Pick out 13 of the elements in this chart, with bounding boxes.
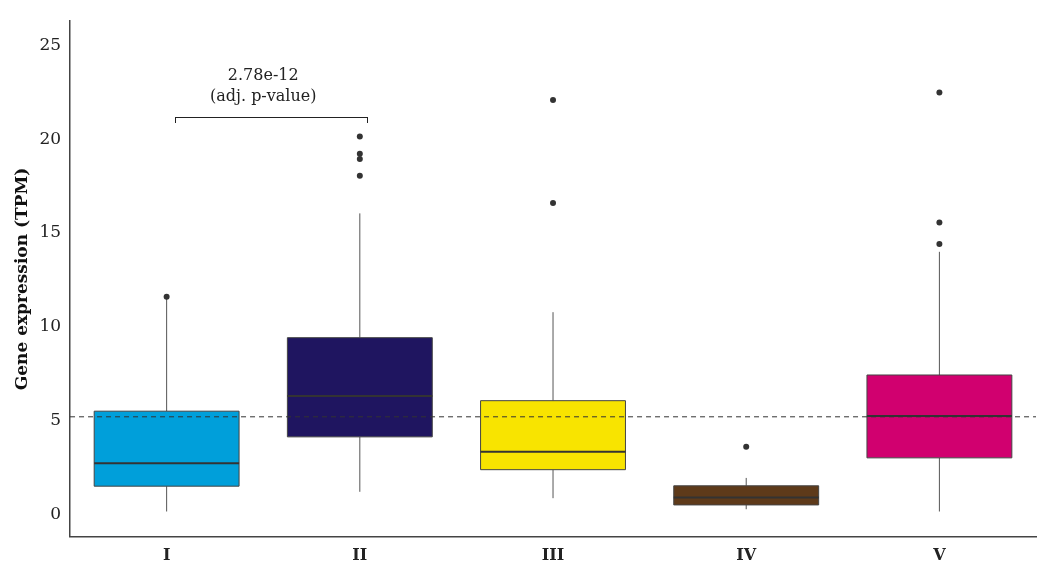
y-tick-label: 0 xyxy=(50,502,62,523)
y-tick-label: 10 xyxy=(39,315,62,336)
y-axis-title: Gene expression (TPM) xyxy=(10,167,31,391)
x-tick-label: II xyxy=(352,544,368,564)
y-tick-label: 15 xyxy=(39,221,62,242)
y-tick-label: 20 xyxy=(39,127,62,148)
annotation: 2.78e-12 (adj. p-value) xyxy=(209,64,317,105)
y-tick-label: 5 xyxy=(50,408,62,429)
x-tick-label: III xyxy=(541,544,565,564)
x-tick-label: IV xyxy=(736,544,757,564)
y-tick-label: 25 xyxy=(39,34,62,54)
x-tick-label: I xyxy=(162,544,171,564)
x-tick-label: V xyxy=(932,544,947,564)
